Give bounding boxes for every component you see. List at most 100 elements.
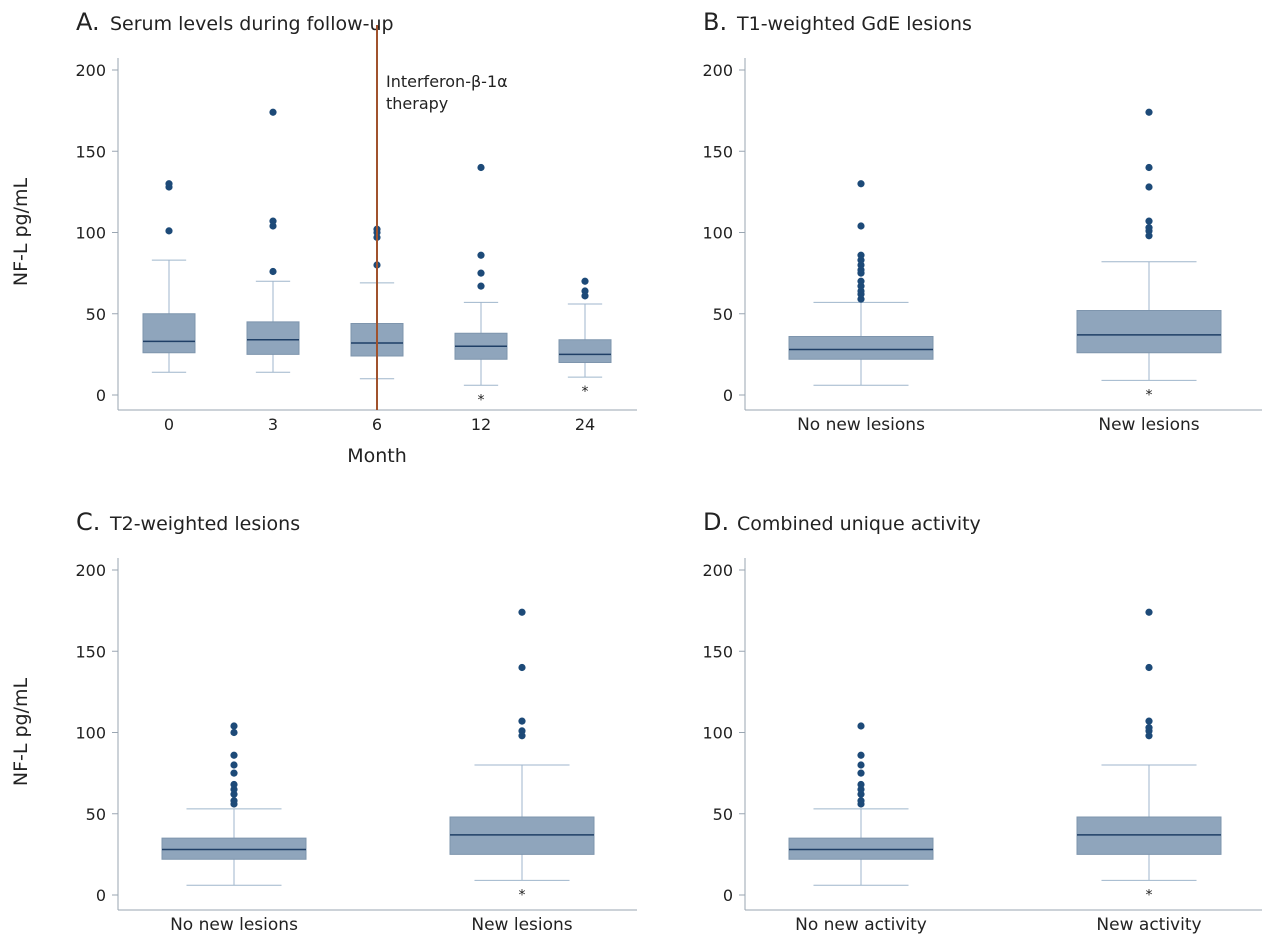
box-0 xyxy=(161,722,307,886)
y-tick-label: 200 xyxy=(702,61,733,80)
outlier-point xyxy=(269,108,277,116)
box-1: * xyxy=(449,608,595,903)
y-tick-label: 100 xyxy=(75,224,106,243)
y-axis-label: NF-L pg/mL xyxy=(10,677,32,786)
outlier-point xyxy=(857,180,865,188)
outlier-point xyxy=(1145,717,1153,725)
panel-title: T1-weighted GdE lesions xyxy=(736,13,972,35)
iqr-box xyxy=(788,837,934,860)
box-0 xyxy=(142,180,196,373)
y-tick-label: 50 xyxy=(713,305,733,324)
box-3: * xyxy=(454,163,508,408)
outlier-point xyxy=(230,769,238,777)
y-tick-label: 200 xyxy=(75,61,106,80)
outlier-point xyxy=(230,728,238,737)
iqr-box xyxy=(1076,816,1222,855)
outlier-point xyxy=(857,277,865,285)
outlier-point xyxy=(518,608,526,616)
panel-letter: C. xyxy=(76,508,100,536)
x-category-label: 3 xyxy=(268,415,278,434)
outlier-point xyxy=(165,227,173,235)
panel-title: Serum levels during follow-up xyxy=(110,13,394,35)
outlier-point xyxy=(269,217,277,225)
box-4: * xyxy=(558,277,612,400)
x-category-label: New lesions xyxy=(1098,415,1199,435)
outlier-point xyxy=(230,751,238,759)
panel-letter: D. xyxy=(703,508,729,536)
outlier-point xyxy=(518,663,526,672)
panel-title: T2-weighted lesions xyxy=(109,513,300,535)
box-1 xyxy=(246,108,300,373)
therapy-annotation-line1: Interferon-β-1α xyxy=(386,72,508,91)
y-tick-label: 0 xyxy=(96,386,106,405)
y-tick-label: 100 xyxy=(702,224,733,243)
chart-panel-c: C. T2-weighted lesions 0 50 100 150 200 NF-L pg… xyxy=(10,508,637,934)
chart-panel-a: A. Serum levels during follow-up 0 50 100 150… xyxy=(10,8,637,467)
outlier-point xyxy=(165,180,173,188)
x-category-label: 12 xyxy=(471,415,491,434)
outlier-point xyxy=(230,797,238,805)
x-category-label: 0 xyxy=(164,415,174,434)
extreme-marker: * xyxy=(1146,887,1153,903)
outlier-point xyxy=(857,222,865,230)
outlier-point xyxy=(477,269,485,277)
chart-panel-b: B. T1-weighted GdE lesions 0 50 100 150 200 No … xyxy=(702,8,1262,435)
y-tick-label: 150 xyxy=(702,642,733,661)
outlier-point xyxy=(1145,183,1153,191)
x-category-label: New activity xyxy=(1096,915,1201,934)
outlier-point xyxy=(857,761,865,769)
x-category-label: 6 xyxy=(372,415,382,434)
y-tick-label: 150 xyxy=(702,142,733,161)
therapy-annotation-line2: therapy xyxy=(386,94,448,113)
outlier-point xyxy=(1145,108,1153,116)
outlier-point xyxy=(857,769,865,777)
outlier-point xyxy=(857,722,865,730)
outlier-point xyxy=(1145,724,1153,732)
chart-panel-d: D. Combined unique activity 0 50 100 150 200 No… xyxy=(702,508,1262,934)
outlier-point xyxy=(1145,663,1153,672)
box-1: * xyxy=(1076,108,1222,403)
x-category-label: New lesions xyxy=(471,915,572,934)
outlier-point xyxy=(230,761,238,769)
iqr-box xyxy=(246,321,300,355)
outlier-point xyxy=(1145,608,1153,616)
iqr-box xyxy=(142,313,196,354)
box-1: * xyxy=(1076,608,1222,903)
x-category-label: 24 xyxy=(575,415,595,434)
panel-title: Combined unique activity xyxy=(737,513,981,535)
box-0 xyxy=(788,722,934,886)
outlier-point xyxy=(581,287,589,295)
outlier-point xyxy=(477,282,485,290)
outlier-point xyxy=(230,780,238,789)
y-tick-label: 200 xyxy=(702,561,733,580)
y-tick-label: 100 xyxy=(75,724,106,743)
y-tick-label: 150 xyxy=(75,142,106,161)
box-0 xyxy=(788,180,934,386)
outlier-point xyxy=(518,727,526,735)
iqr-box xyxy=(449,816,595,855)
extreme-marker: * xyxy=(582,384,589,400)
outlier-point xyxy=(857,797,865,805)
outlier-point xyxy=(857,751,865,759)
outlier-point xyxy=(269,267,277,276)
y-tick-label: 0 xyxy=(96,886,106,905)
panel-letter: A. xyxy=(76,8,100,36)
outlier-point xyxy=(857,780,865,789)
y-tick-label: 0 xyxy=(723,886,733,905)
extreme-marker: * xyxy=(1146,387,1153,403)
x-category-label: No new lesions xyxy=(797,415,925,435)
iqr-box xyxy=(558,339,612,363)
y-tick-label: 200 xyxy=(75,561,106,580)
outlier-point xyxy=(518,717,526,725)
iqr-box xyxy=(1076,310,1222,354)
iqr-box xyxy=(788,336,934,360)
panel-letter: B. xyxy=(703,8,727,36)
y-tick-label: 50 xyxy=(713,805,733,824)
outlier-point xyxy=(1145,163,1153,172)
outlier-point xyxy=(581,277,589,285)
outlier-point xyxy=(1145,224,1153,232)
iqr-box xyxy=(161,837,307,860)
outlier-point xyxy=(1145,217,1153,225)
outlier-point xyxy=(477,163,485,172)
